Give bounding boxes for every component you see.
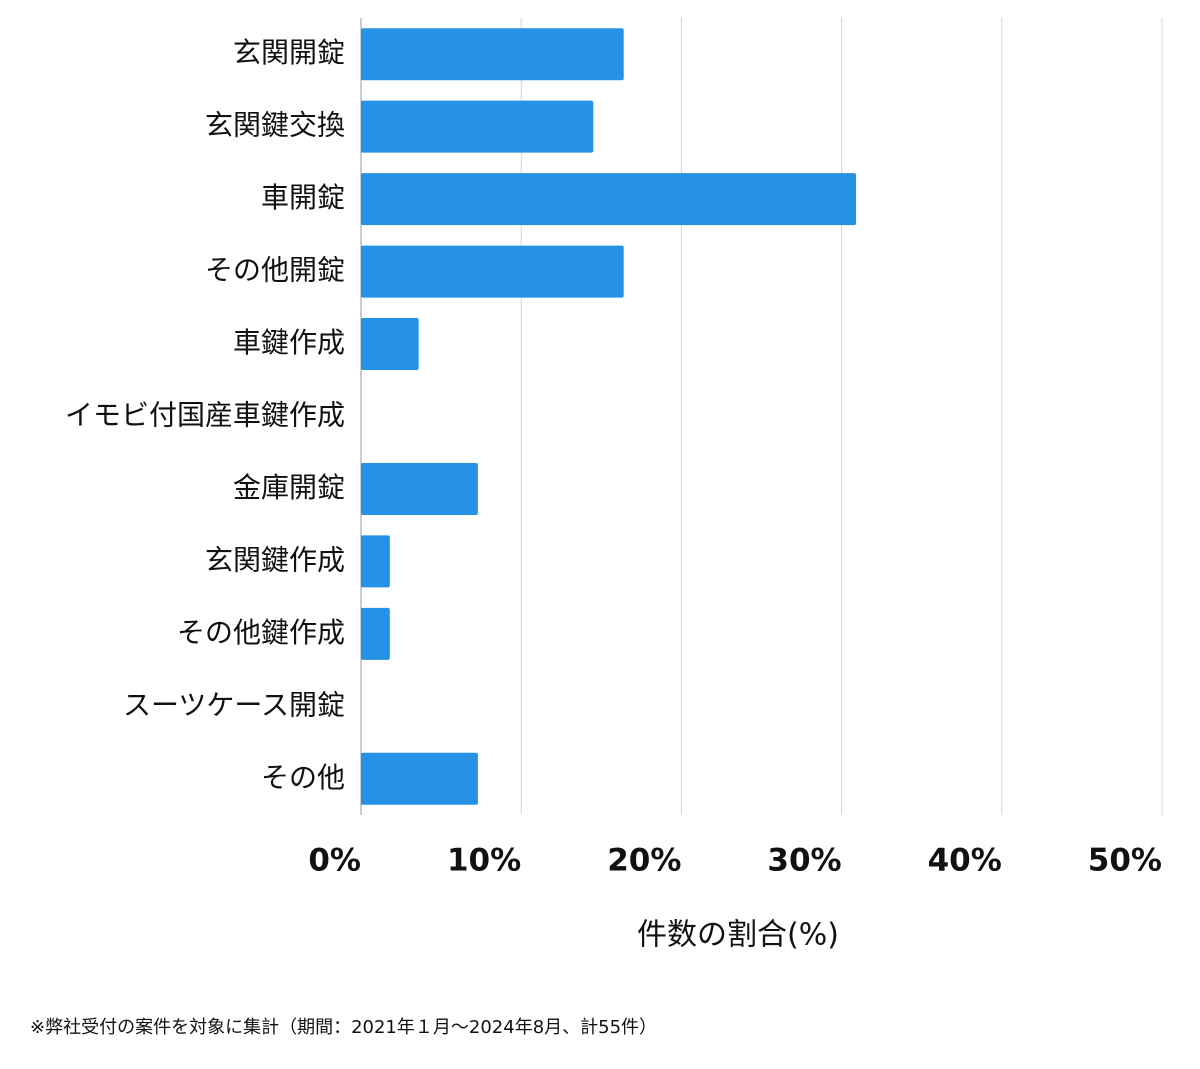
x-axis-label: 件数の割合(%)	[637, 918, 839, 953]
bar	[361, 100, 594, 153]
y-tick-label: 金庫開錠	[233, 471, 345, 504]
y-tick-label: 車開錠	[261, 181, 345, 214]
bar	[361, 173, 857, 226]
footnote: ※弊社受付の案件を対象に集計（期間：2021年１月〜2024年8月、計55件）	[30, 1017, 657, 1038]
y-tick-label: 玄関鍵作成	[205, 543, 345, 576]
x-tick-label: 10%	[447, 843, 521, 879]
y-tick-label: 玄関開錠	[233, 36, 345, 69]
x-tick-label: 30%	[767, 843, 841, 879]
x-tick-label: 40%	[928, 843, 1002, 879]
x-tick-label: 0%	[308, 843, 361, 879]
x-tick-label: 20%	[607, 843, 681, 879]
bar	[361, 535, 390, 588]
bar	[361, 607, 390, 660]
bar	[361, 462, 478, 515]
bar	[361, 752, 478, 805]
y-tick-label: その他開錠	[205, 254, 345, 287]
y-tick-label: スーツケース開錠	[123, 688, 345, 721]
y-tick-label: 玄関鍵交換	[205, 109, 345, 142]
bar	[361, 245, 624, 298]
x-tick-label: 50%	[1088, 843, 1162, 879]
y-tick-label: その他鍵作成	[177, 616, 345, 649]
bar	[361, 318, 419, 371]
bar	[361, 28, 624, 81]
y-tick-label: 車鍵作成	[233, 326, 345, 359]
y-tick-label: その他	[261, 761, 345, 794]
y-tick-label: イモビ付国産車鍵作成	[65, 399, 345, 432]
